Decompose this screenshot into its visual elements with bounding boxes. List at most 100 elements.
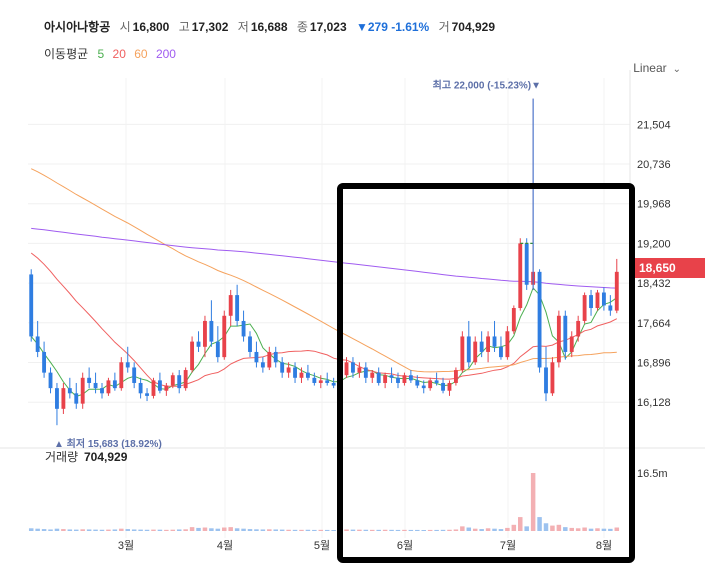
y-tick-label: 20,736 <box>637 159 671 171</box>
ma-line-60 <box>30 168 617 373</box>
volume-bar <box>350 529 356 531</box>
candle-body <box>466 336 471 363</box>
candle-body <box>441 382 445 391</box>
volume-bar <box>460 526 465 531</box>
candle-body <box>170 375 175 386</box>
ma-20[interactable]: 20 <box>112 47 126 61</box>
candle-body <box>505 331 510 358</box>
candle-body <box>286 367 291 373</box>
candle-body <box>100 388 104 394</box>
candle-body <box>55 388 59 409</box>
volume-bar <box>370 529 375 531</box>
candle-body <box>473 341 478 363</box>
candle-body <box>48 372 53 389</box>
volume-bar <box>125 529 130 531</box>
x-axis: 3월 4월 5월 6월 7월 8월 <box>118 539 612 552</box>
candle-body <box>563 315 568 352</box>
high-annotation-pct: (-15.23%) <box>487 81 531 92</box>
ma-5[interactable]: 5 <box>97 47 105 61</box>
volume-bar <box>176 529 182 531</box>
volume-bar <box>608 528 613 531</box>
volume-bar <box>376 529 381 531</box>
volume-tick-label: 16.5m <box>637 468 668 480</box>
low-annotation-pct: (18.92%) <box>121 439 162 450</box>
candle-body <box>35 336 40 352</box>
volume-bar <box>54 528 60 531</box>
volume-bar <box>556 524 562 531</box>
chevron-down-icon: ⌄ <box>672 64 681 75</box>
candle-body <box>312 377 317 383</box>
candle-body <box>370 372 375 378</box>
candle-body <box>215 341 220 358</box>
volume-bar <box>164 529 169 531</box>
candle-body <box>254 351 259 363</box>
volume-bar <box>61 529 66 531</box>
grid <box>0 78 705 538</box>
candle-body <box>460 336 465 371</box>
candle-body <box>582 295 587 321</box>
close-label: 종 <box>296 20 308 34</box>
ma-line-5 <box>30 286 618 397</box>
volume-bar <box>447 529 452 531</box>
volume-bar <box>189 527 195 531</box>
candle-body <box>132 367 137 383</box>
candle-body <box>344 362 349 376</box>
volume-bar <box>93 529 98 531</box>
volume-bar <box>286 529 291 531</box>
volume-bar <box>485 528 491 531</box>
ma-60[interactable]: 60 <box>134 47 148 61</box>
candle-body <box>453 370 458 383</box>
volume-bar <box>518 517 523 531</box>
volume-bar <box>530 473 536 531</box>
candle-body <box>396 377 400 383</box>
candle-body <box>241 320 246 337</box>
candle-body <box>80 377 85 404</box>
x-tick-label: 7월 <box>500 539 516 552</box>
y-tick-label: 21,504 <box>637 119 671 131</box>
open-price: 16,800 <box>132 20 170 34</box>
candle-body <box>318 380 323 383</box>
candle-body <box>492 336 497 347</box>
stock-header: 아시아나항공 시 16,800 고 17,302 저 16,688 종 17,023 ▼… <box>44 18 501 35</box>
volume-bar <box>99 529 105 531</box>
ma-200[interactable]: 200 <box>155 47 176 61</box>
candle-body <box>402 375 407 383</box>
scale-mode-dropdown[interactable]: Linear ⌄ <box>633 61 681 75</box>
candle-body <box>415 380 420 386</box>
ma-label: 이동평균 <box>44 47 89 61</box>
annotations: 최고 22,000 (-15.23%) ▼ ▲ 최저 15,683 (18.92… <box>54 79 541 451</box>
candle-body <box>106 380 111 394</box>
volume-bar <box>273 529 278 531</box>
volume-bar <box>131 529 137 531</box>
price-change: ▼279 -1.61% <box>355 20 430 34</box>
volume-bar <box>74 529 79 531</box>
x-tick-label: 4월 <box>217 539 233 552</box>
current-price-tag: 18,650 <box>634 258 705 278</box>
candle-body <box>479 341 484 352</box>
candle-body <box>151 380 156 396</box>
candle-body <box>183 370 188 389</box>
candle-body <box>499 346 503 358</box>
volume-bar <box>215 528 221 531</box>
candle-body <box>363 367 368 378</box>
candle-body <box>93 382 98 389</box>
volume-bar <box>241 528 246 531</box>
volume-bar <box>402 529 407 531</box>
volume-bar <box>254 529 259 531</box>
candle-body <box>112 380 117 389</box>
low-label: 저 <box>237 20 249 34</box>
ma-line-200 <box>31 227 617 289</box>
volume-bar <box>357 529 362 531</box>
candle-body <box>524 243 529 285</box>
candle-body <box>119 362 124 389</box>
volume-bar <box>543 523 549 531</box>
volume-bar <box>582 527 587 531</box>
volume-bar <box>324 529 330 531</box>
high-label: 고 <box>178 20 190 34</box>
candle-body <box>556 315 561 363</box>
candle-body <box>511 308 516 332</box>
candle-body <box>299 372 304 378</box>
x-tick-label: 8월 <box>596 539 612 552</box>
candle-body <box>569 336 574 352</box>
